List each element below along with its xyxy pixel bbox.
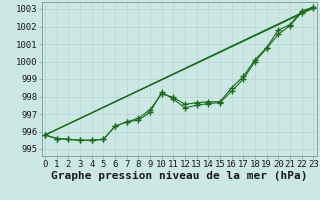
X-axis label: Graphe pression niveau de la mer (hPa): Graphe pression niveau de la mer (hPa) xyxy=(51,171,308,181)
